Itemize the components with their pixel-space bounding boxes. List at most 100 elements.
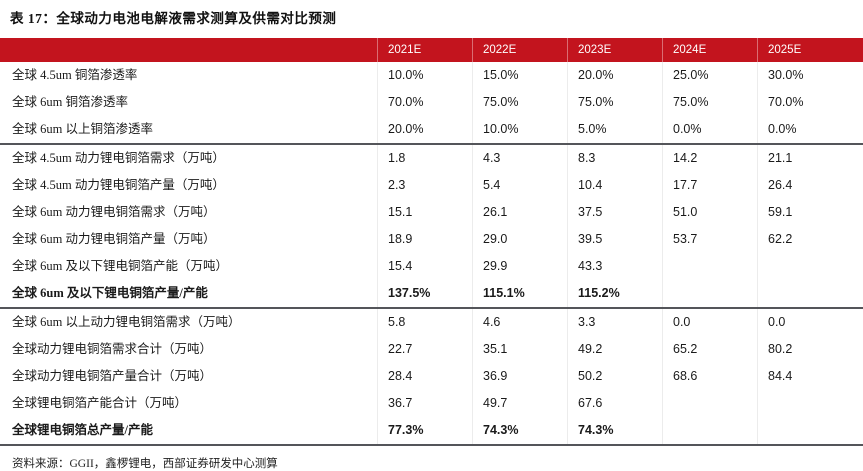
cell-value: 137.5%: [377, 280, 472, 307]
row-label: 全球 6um 以上动力锂电铜箔需求（万吨）: [12, 315, 241, 329]
cell-value: 29.0: [472, 226, 567, 253]
cell-value: 15.4: [377, 253, 472, 280]
table-row: 全球锂电铜箔产能合计（万吨） 36.7 49.7 67.6: [0, 390, 863, 417]
row-label: 全球 6um 及以下锂电铜箔产能（万吨）: [12, 259, 228, 273]
cell-value: 68.6: [662, 363, 757, 390]
table-row: 全球 6um 动力锂电铜箔需求（万吨） 15.1 26.1 37.5 51.0 59.1: [0, 199, 863, 226]
cell-value: 39.5: [567, 226, 662, 253]
table-row: 全球 6um 以上动力锂电铜箔需求（万吨） 5.8 4.6 3.3 0.0 0.0: [0, 309, 863, 336]
row-label: 全球动力锂电铜箔产量合计（万吨）: [12, 369, 213, 383]
cell-value: 53.7: [662, 226, 757, 253]
cell-value: 49.2: [567, 336, 662, 363]
data-table: 2021E 2022E 2023E 2024E 2025E 全球 4.5um 铜箔渗透率…: [0, 38, 863, 446]
cell-value: [757, 390, 863, 417]
cell-value: 8.3: [567, 145, 662, 172]
cell-value: 18.9: [377, 226, 472, 253]
cell-value: [662, 417, 757, 444]
cell-value: [662, 253, 757, 280]
table-row: 全球动力锂电铜箔产量合计（万吨） 28.4 36.9 50.2 68.6 84.4: [0, 363, 863, 390]
table-row: 全球 6um 动力锂电铜箔产量（万吨） 18.9 29.0 39.5 53.7 62.2: [0, 226, 863, 253]
table-row: 全球锂电铜箔总产量/产能 77.3% 74.3% 74.3%: [0, 417, 863, 446]
cell-value: 75.0%: [567, 89, 662, 116]
cell-value: 36.9: [472, 363, 567, 390]
row-label: 全球 6um 及以下锂电铜箔产量/产能: [12, 286, 208, 300]
cell-value: 4.3: [472, 145, 567, 172]
year-header-cell: 2021E: [377, 38, 472, 62]
cell-value: 75.0%: [662, 89, 757, 116]
cell-value: 0.0%: [757, 116, 863, 143]
year-header-cell: 2023E: [567, 38, 662, 62]
cell-value: 70.0%: [757, 89, 863, 116]
cell-value: 21.1: [757, 145, 863, 172]
cell-value: 65.2: [662, 336, 757, 363]
header-label-spacer: [0, 38, 377, 62]
cell-value: 0.0: [757, 309, 863, 336]
cell-value: [662, 280, 757, 307]
cell-value: 43.3: [567, 253, 662, 280]
cell-value: 20.0%: [377, 116, 472, 143]
cell-value: 115.2%: [567, 280, 662, 307]
cell-value: 15.0%: [472, 62, 567, 89]
table-row: 全球 6um 及以下锂电铜箔产能（万吨） 15.4 29.9 43.3: [0, 253, 863, 280]
cell-value: 59.1: [757, 199, 863, 226]
cell-value: 26.4: [757, 172, 863, 199]
cell-value: 22.7: [377, 336, 472, 363]
cell-value: 36.7: [377, 390, 472, 417]
cell-value: 15.1: [377, 199, 472, 226]
table-row: 全球 6um 及以下锂电铜箔产量/产能 137.5% 115.1% 115.2%: [0, 280, 863, 309]
cell-value: 5.8: [377, 309, 472, 336]
table-header-row: 2021E 2022E 2023E 2024E 2025E: [0, 38, 863, 62]
row-label: 全球 4.5um 动力锂电铜箔需求（万吨）: [12, 151, 225, 165]
cell-value: 51.0: [662, 199, 757, 226]
table-row: 全球 4.5um 动力锂电铜箔需求（万吨） 1.8 4.3 8.3 14.2 21.1: [0, 145, 863, 172]
source-note: 资料来源：GGII，鑫椤锂电，西部证券研发中心测算: [12, 458, 278, 470]
cell-value: 29.9: [472, 253, 567, 280]
row-label: 全球 4.5um 铜箔渗透率: [12, 68, 138, 82]
cell-value: 35.1: [472, 336, 567, 363]
row-label: 全球 6um 动力锂电铜箔产量（万吨）: [12, 232, 216, 246]
cell-value: 5.4: [472, 172, 567, 199]
cell-value: 28.4: [377, 363, 472, 390]
table-row: 全球 4.5um 铜箔渗透率 10.0% 15.0% 20.0% 25.0% 30.0%: [0, 62, 863, 89]
cell-value: [757, 417, 863, 444]
cell-value: 3.3: [567, 309, 662, 336]
cell-value: 50.2: [567, 363, 662, 390]
row-label: 全球 6um 铜箔渗透率: [12, 95, 128, 109]
cell-value: 70.0%: [377, 89, 472, 116]
row-label: 全球动力锂电铜箔需求合计（万吨）: [12, 342, 213, 356]
cell-value: 10.4: [567, 172, 662, 199]
cell-value: 80.2: [757, 336, 863, 363]
cell-value: 30.0%: [757, 62, 863, 89]
table-row: 全球 6um 铜箔渗透率 70.0% 75.0% 75.0% 75.0% 70.0%: [0, 89, 863, 116]
table-row: 全球动力锂电铜箔需求合计（万吨） 22.7 35.1 49.2 65.2 80.2: [0, 336, 863, 363]
cell-value: 0.0%: [662, 116, 757, 143]
cell-value: 17.7: [662, 172, 757, 199]
row-label: 全球锂电铜箔总产量/产能: [12, 423, 153, 437]
cell-value: 75.0%: [472, 89, 567, 116]
year-header-cell: 2022E: [472, 38, 567, 62]
row-label: 全球 6um 以上铜箔渗透率: [12, 122, 153, 136]
row-label: 全球锂电铜箔产能合计（万吨）: [12, 396, 188, 410]
row-label: 全球 4.5um 动力锂电铜箔产量（万吨）: [12, 178, 225, 192]
cell-value: 2.3: [377, 172, 472, 199]
cell-value: 1.8: [377, 145, 472, 172]
cell-value: 14.2: [662, 145, 757, 172]
year-header-cell: 2024E: [662, 38, 757, 62]
cell-value: 25.0%: [662, 62, 757, 89]
cell-value: 74.3%: [472, 417, 567, 444]
cell-value: 74.3%: [567, 417, 662, 444]
cell-value: [757, 280, 863, 307]
cell-value: [757, 253, 863, 280]
cell-value: 49.7: [472, 390, 567, 417]
cell-value: 10.0%: [472, 116, 567, 143]
cell-value: 67.6: [567, 390, 662, 417]
cell-value: 10.0%: [377, 62, 472, 89]
cell-value: [662, 390, 757, 417]
table-title: 表 17：全球动力电池电解液需求测算及供需对比预测: [10, 11, 337, 26]
cell-value: 26.1: [472, 199, 567, 226]
cell-value: 37.5: [567, 199, 662, 226]
cell-value: 62.2: [757, 226, 863, 253]
cell-value: 5.0%: [567, 116, 662, 143]
cell-value: 77.3%: [377, 417, 472, 444]
row-label: 全球 6um 动力锂电铜箔需求（万吨）: [12, 205, 216, 219]
